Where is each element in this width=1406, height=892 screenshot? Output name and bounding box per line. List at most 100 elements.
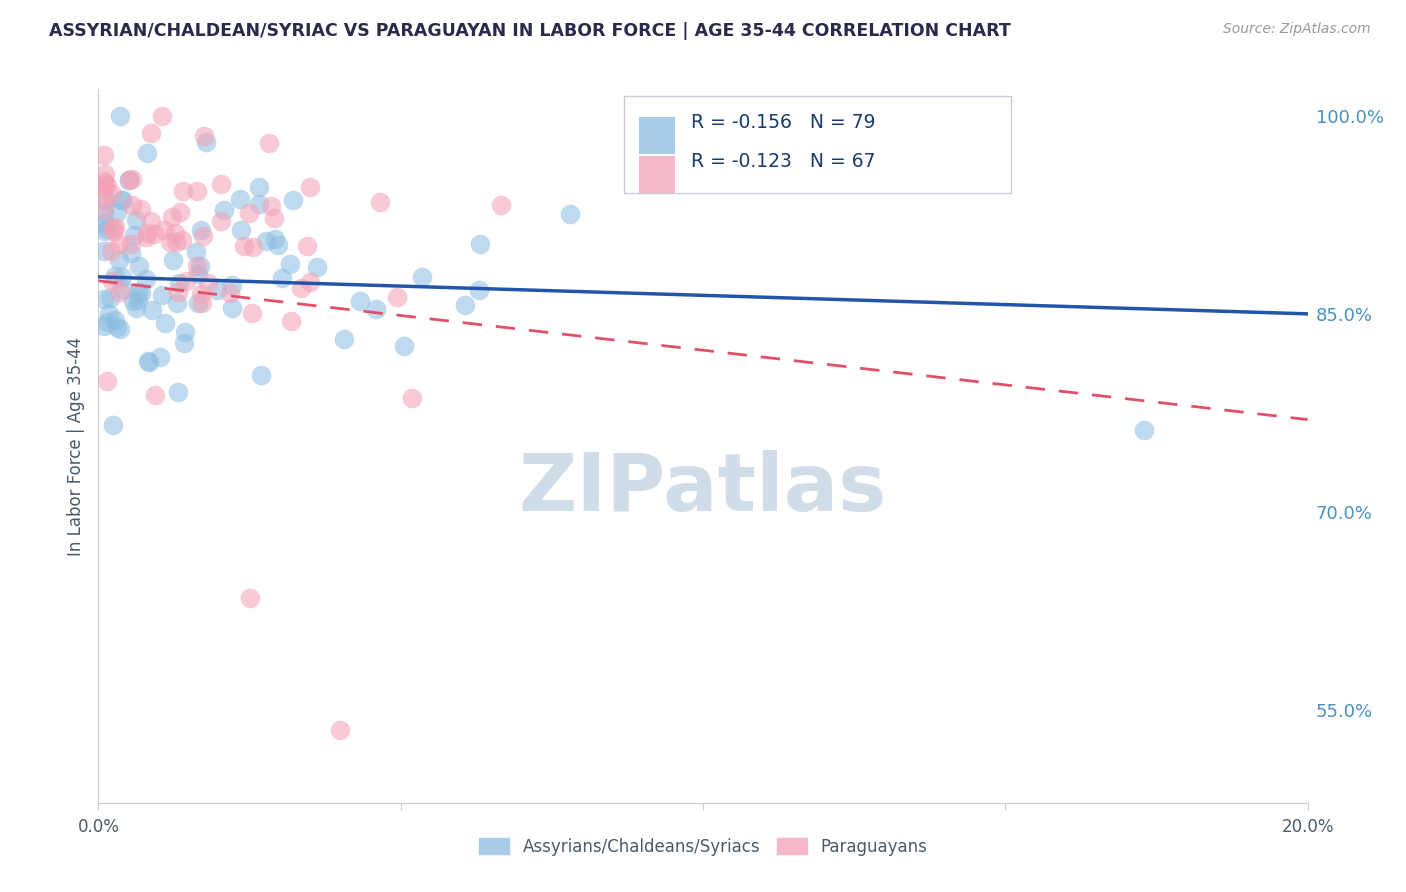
Point [111, 194, 134, 208]
Point [121, 172, 143, 186]
Point [93, 202, 115, 216]
Point [195, 135, 218, 149]
Point [103, 221, 125, 235]
Point [169, 205, 191, 219]
Point [392, 339, 415, 353]
Point [193, 128, 215, 143]
Point [93, 148, 115, 162]
Point [104, 269, 127, 284]
Point [96, 374, 118, 388]
Point [184, 245, 207, 260]
Point [190, 295, 212, 310]
Point [93, 206, 115, 220]
Point [162, 252, 184, 267]
Point [172, 233, 194, 247]
Point [159, 235, 181, 249]
Point [186, 184, 208, 198]
Point [136, 226, 159, 240]
Point [94, 194, 117, 208]
Point [138, 355, 160, 369]
Point [263, 211, 285, 226]
Point [96, 178, 118, 192]
Point [143, 227, 166, 241]
Point [149, 351, 172, 365]
Point [221, 278, 243, 293]
Point [141, 303, 163, 318]
Point [111, 282, 134, 296]
Point [332, 333, 354, 347]
Point [94, 167, 117, 181]
Point [108, 236, 131, 251]
Point [298, 275, 321, 289]
Point [239, 591, 262, 605]
Point [103, 224, 125, 238]
Point [307, 260, 329, 274]
Point [249, 368, 271, 382]
Point [263, 232, 285, 246]
Point [139, 214, 162, 228]
Point [94, 224, 117, 238]
Point [110, 109, 132, 123]
Point [411, 270, 433, 285]
Point [120, 236, 142, 251]
Point [172, 185, 194, 199]
Point [364, 302, 387, 317]
Point [212, 202, 235, 217]
Point [385, 290, 408, 304]
Point [93, 318, 115, 333]
Point [187, 267, 209, 281]
Point [271, 271, 294, 285]
Point [129, 202, 152, 217]
Point [101, 417, 124, 432]
Point [100, 244, 122, 258]
Point [108, 285, 131, 299]
Point [280, 313, 302, 327]
Point [93, 292, 115, 306]
Point [101, 275, 124, 289]
Point [105, 205, 128, 219]
Point [468, 237, 491, 252]
Point [139, 126, 162, 140]
Point [249, 196, 271, 211]
Point [96, 221, 118, 235]
Point [558, 207, 581, 221]
Point [135, 230, 157, 244]
Point [93, 174, 115, 188]
Text: ASSYRIAN/CHALDEAN/SYRIAC VS PARAGUAYAN IN LABOR FORCE | AGE 35-44 CORRELATION CH: ASSYRIAN/CHALDEAN/SYRIAC VS PARAGUAYAN I… [49, 22, 1011, 40]
Point [169, 276, 191, 290]
Point [229, 223, 252, 237]
Point [128, 259, 150, 273]
Point [190, 223, 212, 237]
Point [221, 301, 243, 316]
Point [107, 252, 129, 267]
Point [219, 286, 242, 301]
Point [97, 307, 120, 321]
Point [93, 182, 115, 196]
Point [191, 229, 214, 244]
Y-axis label: In Labor Force | Age 35-44: In Labor Force | Age 35-44 [66, 336, 84, 556]
Point [118, 173, 141, 187]
Point [267, 238, 290, 252]
Point [329, 723, 352, 738]
Point [187, 295, 209, 310]
Point [105, 320, 128, 334]
Point [122, 294, 145, 309]
Point [173, 336, 195, 351]
Point [259, 136, 281, 151]
Point [93, 244, 115, 258]
Point [280, 257, 302, 271]
Point [127, 293, 149, 308]
Point [349, 293, 371, 308]
Point [299, 180, 322, 194]
Point [295, 239, 318, 253]
Point [153, 316, 176, 330]
Point [110, 193, 132, 207]
Point [120, 245, 142, 260]
Point [188, 259, 211, 273]
Point [96, 315, 118, 329]
Point [98, 291, 121, 305]
FancyBboxPatch shape [638, 117, 675, 154]
Text: R = -0.156   N = 79: R = -0.156 N = 79 [690, 112, 876, 131]
Point [165, 235, 187, 249]
Point [136, 354, 159, 368]
